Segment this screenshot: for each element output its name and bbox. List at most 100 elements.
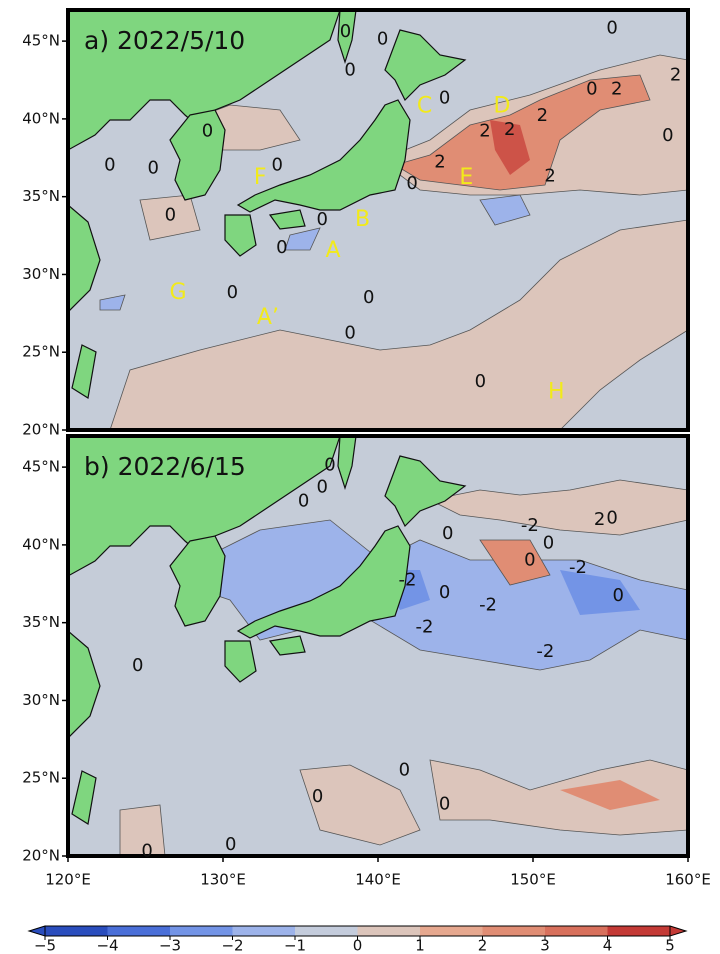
colorbar-tick-label: 3 bbox=[540, 937, 550, 954]
contour-label: 0 bbox=[344, 323, 355, 344]
region-letter: E bbox=[459, 165, 473, 190]
contour-label: 0 bbox=[475, 371, 486, 392]
lon-tick-label: 130°E bbox=[200, 871, 246, 889]
contour-label: 0 bbox=[340, 21, 351, 42]
contour-label: 2 bbox=[544, 165, 555, 186]
contour-label: 0 bbox=[316, 476, 327, 497]
colorbar-segment bbox=[607, 926, 671, 936]
colorbar-tick-label: 4 bbox=[603, 937, 613, 954]
panel-b-map bbox=[68, 436, 688, 856]
contour-label: 2 bbox=[670, 64, 681, 85]
contour-label: 0 bbox=[324, 455, 335, 476]
region-letter: F bbox=[254, 165, 267, 190]
colorbar-tick-label: 0 bbox=[353, 937, 363, 954]
colorbar-segment bbox=[107, 926, 171, 936]
colorbar-tick-label: 5 bbox=[665, 937, 675, 954]
contour-label: 0 bbox=[606, 507, 617, 528]
contour-label: 0 bbox=[272, 155, 283, 176]
contour-label: 0 bbox=[613, 585, 624, 606]
lat-tick-label: 30°N bbox=[22, 265, 60, 283]
lat-tick-label: 20°N bbox=[22, 847, 60, 865]
contour-label: -2 bbox=[569, 557, 587, 578]
region-letter: H bbox=[548, 380, 565, 405]
colorbar-segment bbox=[482, 926, 546, 936]
contour-label: 0 bbox=[606, 18, 617, 39]
contour-label: 0 bbox=[543, 532, 554, 553]
lat-tick-label: 25°N bbox=[22, 343, 60, 361]
lat-tick-label: 20°N bbox=[22, 421, 60, 439]
region-letter: B bbox=[355, 207, 370, 232]
contour-label: 0 bbox=[442, 523, 453, 544]
colorbar-tick-label: −3 bbox=[159, 937, 181, 954]
colorbar-extend bbox=[27, 925, 46, 937]
contour-label: 0 bbox=[586, 78, 597, 99]
colorbar-segment bbox=[45, 926, 108, 936]
contour-label: 0 bbox=[439, 88, 450, 109]
panel-a-map bbox=[68, 10, 688, 430]
contour-label: 0 bbox=[202, 120, 213, 141]
contour-label: 0 bbox=[132, 655, 143, 676]
panel-frame bbox=[66, 8, 690, 432]
colorbar-tick-label: 2 bbox=[478, 937, 488, 954]
contour-label: -2 bbox=[521, 515, 539, 536]
lat-tick-label: 35°N bbox=[22, 187, 60, 205]
region-letter: G bbox=[170, 280, 187, 305]
lat-tick-label: 25°N bbox=[22, 769, 60, 787]
colorbar-tick-label: −4 bbox=[96, 937, 118, 954]
contour-label: 0 bbox=[104, 155, 115, 176]
lat-tick-label: 45°N bbox=[22, 458, 60, 476]
region-letter: A’ bbox=[257, 305, 279, 330]
lon-tick-label: 160°E bbox=[665, 871, 711, 889]
contour-label: 0 bbox=[312, 786, 323, 807]
contour-label: 0 bbox=[165, 204, 176, 225]
colorbar-tick-label: −5 bbox=[34, 937, 56, 954]
panel-title: b) 2022/6/15 bbox=[84, 452, 246, 481]
lat-tick-label: 40°N bbox=[22, 109, 60, 127]
contour-label: 0 bbox=[662, 125, 673, 146]
region-letter: C bbox=[417, 93, 432, 118]
region-letter: D bbox=[494, 93, 511, 118]
lat-tick-label: 30°N bbox=[22, 691, 60, 709]
lat-tick-label: 40°N bbox=[22, 535, 60, 553]
colorbar-segment bbox=[232, 926, 296, 936]
contour-label: -2 bbox=[416, 616, 434, 637]
contour-label: 0 bbox=[225, 834, 236, 855]
lon-tick-label: 120°E bbox=[45, 871, 91, 889]
contour-label: 2 bbox=[434, 151, 445, 172]
colorbar-segment bbox=[295, 926, 358, 936]
contour-label: 0 bbox=[227, 282, 238, 303]
contour-label: -2 bbox=[398, 570, 416, 591]
contour-label: 2 bbox=[479, 120, 490, 141]
contour-label: 2 bbox=[594, 509, 605, 530]
contour-label: 0 bbox=[363, 287, 374, 308]
contour-label: 0 bbox=[141, 840, 152, 861]
colorbar-tick-label: 1 bbox=[415, 937, 425, 954]
panel-title: a) 2022/5/10 bbox=[84, 26, 245, 55]
lon-tick-label: 150°E bbox=[510, 871, 556, 889]
contour-label: -2 bbox=[536, 641, 554, 662]
lon-tick-label: 140°E bbox=[355, 871, 401, 889]
contour-label: 2 bbox=[504, 119, 515, 140]
contour-label: 0 bbox=[344, 60, 355, 81]
lat-tick-label: 45°N bbox=[22, 32, 60, 50]
contour-label: 0 bbox=[406, 173, 417, 194]
contour-label: 2 bbox=[537, 105, 548, 126]
contour-label: 0 bbox=[148, 158, 159, 179]
colorbar-segment bbox=[170, 926, 233, 936]
contour-label: 0 bbox=[377, 29, 388, 50]
contour-label: 0 bbox=[524, 549, 535, 570]
contour-label: 0 bbox=[399, 759, 410, 780]
contour-label: 0 bbox=[316, 209, 327, 230]
colorbar-segment bbox=[545, 926, 608, 936]
region-letter: A bbox=[326, 238, 341, 263]
colorbar-tick-label: −1 bbox=[284, 937, 306, 954]
contour-label: 0 bbox=[439, 582, 450, 603]
lat-tick-label: 35°N bbox=[22, 613, 60, 631]
contour-label: 2 bbox=[611, 78, 622, 99]
colorbar-segment bbox=[420, 926, 483, 936]
colorbar-extend bbox=[669, 925, 688, 937]
contour-label: -2 bbox=[479, 595, 497, 616]
contour-label: 0 bbox=[439, 794, 450, 815]
